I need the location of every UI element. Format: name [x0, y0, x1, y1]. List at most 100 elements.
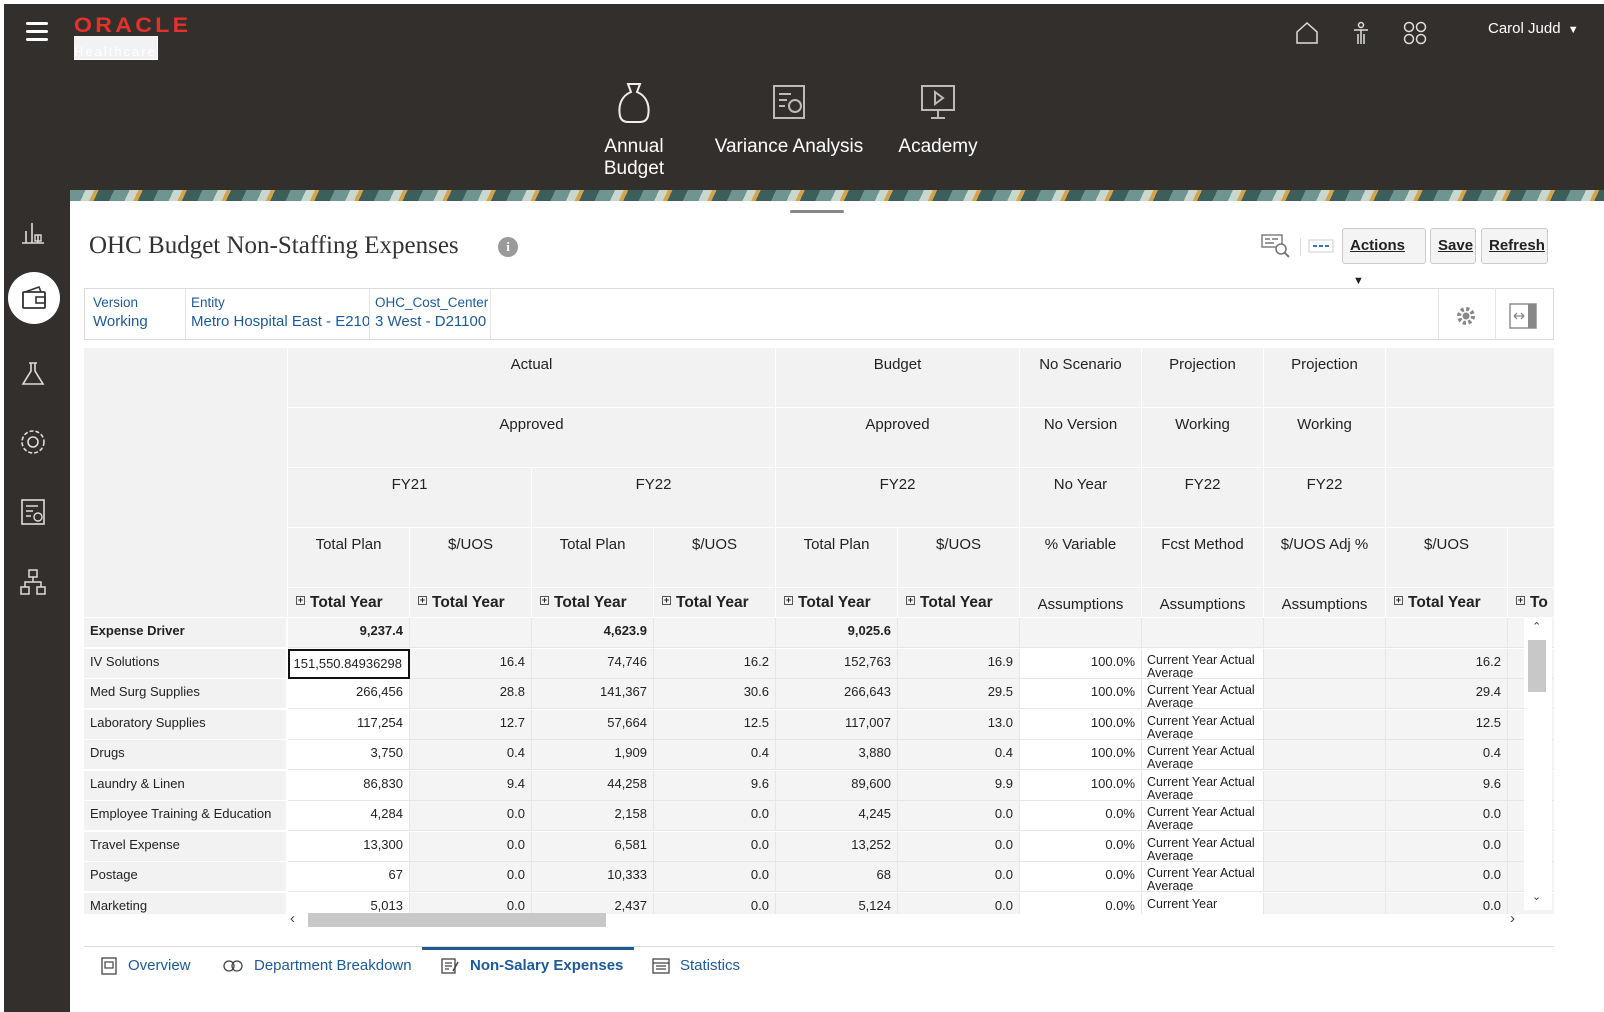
table-cell[interactable]: 100.0%: [1020, 771, 1142, 801]
header-account[interactable]: Total Plan: [288, 528, 410, 588]
pov-entity[interactable]: Entity Metro Hospital East - E210: [191, 295, 370, 330]
apps-icon[interactable]: [1402, 20, 1428, 46]
header-period[interactable]: + Total Year: [776, 588, 898, 618]
resize-grip[interactable]: [790, 210, 844, 213]
beaker-icon[interactable]: [18, 359, 48, 389]
table-cell[interactable]: 5,013: [288, 893, 410, 914]
refresh-button[interactable]: Refresh: [1481, 228, 1548, 264]
user-menu[interactable]: Carol Judd ▼: [1488, 20, 1579, 37]
vertical-scrollbar[interactable]: ⌃ ⌄: [1524, 618, 1552, 910]
header-account[interactable]: $/UOS: [1386, 528, 1508, 588]
more-options-icon[interactable]: [1308, 236, 1334, 256]
header-year[interactable]: FY21: [288, 468, 532, 528]
header-account[interactable]: Total Plan: [776, 528, 898, 588]
actions-button[interactable]: Actions ▼: [1342, 228, 1426, 287]
header-account[interactable]: $/UOS: [410, 528, 532, 588]
table-cell[interactable]: Current Year Actual Average: [1142, 801, 1264, 831]
header-scenario[interactable]: Budget: [776, 348, 1020, 408]
header-period[interactable]: + To: [1508, 588, 1554, 618]
info-icon[interactable]: i: [498, 237, 518, 257]
header-version[interactable]: Approved: [288, 408, 776, 468]
table-cell[interactable]: Current Year Actual Average: [1142, 862, 1264, 892]
header-period[interactable]: Assumptions: [1264, 588, 1386, 618]
expand-icon[interactable]: +: [1394, 595, 1403, 605]
table-cell[interactable]: 151,550.84936298: [288, 649, 410, 679]
table-cell[interactable]: 0.0%: [1020, 832, 1142, 862]
expand-panel-icon[interactable]: [1509, 303, 1537, 329]
header-period[interactable]: + Total Year: [1386, 588, 1508, 618]
header-year[interactable]: No Year: [1020, 468, 1142, 528]
table-cell[interactable]: Current Year Actual Average: [1142, 771, 1264, 801]
table-cell[interactable]: 67: [288, 862, 410, 892]
chart-icon[interactable]: [18, 217, 48, 247]
save-button[interactable]: Save: [1430, 228, 1476, 264]
oracle-healthcare-logo[interactable]: ORACLE Healthcare: [74, 15, 188, 60]
report-icon[interactable]: [18, 497, 48, 527]
table-cell[interactable]: Current Year Actual Average: [1142, 649, 1264, 679]
table-cell[interactable]: 100.0%: [1020, 740, 1142, 770]
table-cell[interactable]: 86,830: [288, 771, 410, 801]
scroll-thumb[interactable]: [1528, 640, 1546, 692]
header-period[interactable]: + Total Year: [288, 588, 410, 618]
table-cell[interactable]: Current Year Actual Average: [1142, 740, 1264, 770]
header-period[interactable]: Assumptions: [1020, 588, 1142, 618]
table-cell[interactable]: Current Year Actual Average: [1142, 832, 1264, 862]
table-cell[interactable]: 13,300: [288, 832, 410, 862]
table-cell[interactable]: 100.0%: [1020, 710, 1142, 740]
rail-item-active[interactable]: [8, 272, 60, 324]
table-cell[interactable]: 0.0%: [1020, 862, 1142, 892]
header-version[interactable]: Working: [1142, 408, 1264, 468]
accessibility-icon[interactable]: [1348, 20, 1374, 46]
header-year[interactable]: FY22: [776, 468, 1020, 528]
home-icon[interactable]: [1294, 20, 1320, 46]
header-scenario[interactable]: Projection: [1142, 348, 1264, 408]
expand-icon[interactable]: +: [662, 595, 671, 605]
header-scenario[interactable]: No Scenario: [1020, 348, 1142, 408]
scroll-right-icon[interactable]: ›: [1510, 910, 1515, 927]
header-period[interactable]: Assumptions: [1142, 588, 1264, 618]
pov-cost-center[interactable]: OHC_Cost_Center 3 West - D21100: [375, 295, 488, 330]
expand-icon[interactable]: +: [540, 595, 549, 605]
header-scenario[interactable]: Actual: [288, 348, 776, 408]
header-period[interactable]: + Total Year: [532, 588, 654, 618]
expand-icon[interactable]: +: [296, 595, 305, 605]
pov-version[interactable]: Version Working: [93, 295, 148, 330]
scroll-down-icon[interactable]: ⌄: [1532, 891, 1542, 903]
table-cell[interactable]: 266,456: [288, 679, 410, 709]
header-account[interactable]: Total Plan: [532, 528, 654, 588]
table-cell[interactable]: Current Year Actual Average: [1142, 679, 1264, 709]
header-version[interactable]: No Version: [1020, 408, 1142, 468]
header-account[interactable]: $/UOS: [654, 528, 776, 588]
expand-icon[interactable]: +: [906, 595, 915, 605]
header-period[interactable]: + Total Year: [898, 588, 1020, 618]
horizontal-scrollbar[interactable]: ‹ ›: [288, 910, 1528, 930]
hamburger-menu-icon[interactable]: [26, 22, 48, 42]
table-cell[interactable]: 0.0%: [1020, 893, 1142, 914]
scroll-up-icon[interactable]: ⌃: [1532, 621, 1542, 633]
table-cell[interactable]: 100.0%: [1020, 649, 1142, 679]
header-period[interactable]: + Total Year: [410, 588, 532, 618]
tab-overview[interactable]: Overview: [100, 957, 191, 975]
settings-icon[interactable]: [18, 427, 48, 457]
nav-card-annual-budget[interactable]: Annual Budget: [572, 80, 696, 180]
header-period[interactable]: + Total Year: [654, 588, 776, 618]
header-account[interactable]: % Variable: [1020, 528, 1142, 588]
table-cell[interactable]: 0.0%: [1020, 801, 1142, 831]
table-cell[interactable]: 100.0%: [1020, 679, 1142, 709]
table-cell[interactable]: 4,284: [288, 801, 410, 831]
tab-department-breakdown[interactable]: Department Breakdown: [222, 957, 412, 975]
expand-icon[interactable]: +: [784, 595, 793, 605]
table-cell[interactable]: 117,254: [288, 710, 410, 740]
table-cell[interactable]: Current Year Actual Average: [1142, 710, 1264, 740]
header-scenario[interactable]: Projection: [1264, 348, 1386, 408]
search-form-icon[interactable]: [1260, 232, 1292, 260]
header-account[interactable]: $/UOS: [898, 528, 1020, 588]
header-account[interactable]: $/UOS Adj %: [1264, 528, 1386, 588]
header-version[interactable]: Working: [1264, 408, 1386, 468]
table-cell[interactable]: 3,750: [288, 740, 410, 770]
tab-statistics[interactable]: Statistics: [652, 957, 740, 975]
tab-non-salary-expenses[interactable]: Non-Salary Expenses: [440, 957, 623, 975]
nav-card-variance-analysis[interactable]: Variance Analysis: [714, 80, 864, 158]
table-cell[interactable]: Current Year: [1142, 893, 1264, 914]
expand-icon[interactable]: +: [1516, 595, 1525, 605]
